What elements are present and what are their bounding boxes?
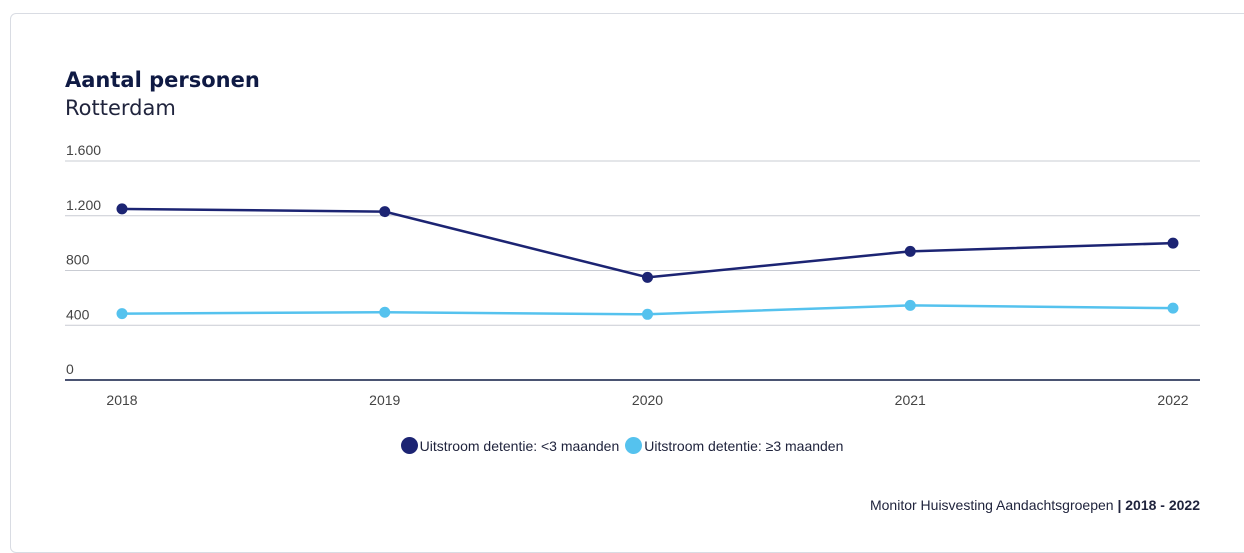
footer-period: 2018 - 2022	[1125, 497, 1200, 513]
y-tick-label: 800	[66, 252, 90, 268]
y-tick-label: 400	[66, 306, 90, 322]
footer-separator: |	[1117, 497, 1122, 513]
x-tick-label: 2019	[369, 392, 400, 408]
chart-card	[10, 13, 1244, 553]
legend-item-series-2[interactable]: Uitstroom detentie: ≥3 maanden	[625, 437, 843, 454]
data-point-series-1	[642, 271, 653, 283]
x-tick-label: 2020	[632, 392, 663, 408]
data-point-series-2	[642, 308, 653, 320]
x-tick-label: 2022	[1157, 392, 1188, 408]
data-point-series-2	[1167, 302, 1179, 314]
legend-label: Uitstroom detentie: <3 maanden	[419, 437, 620, 454]
data-point-series-2	[904, 299, 916, 311]
footer-source: Monitor Huisvesting Aandachtsgroepen	[869, 497, 1114, 513]
legend-label: Uitstroom detentie: ≥3 maanden	[644, 437, 844, 454]
x-tick-label: 2021	[895, 392, 926, 408]
chart-title: Aantal personen	[65, 68, 260, 92]
legend-item-series-1[interactable]: Uitstroom detentie: <3 maanden	[400, 437, 620, 454]
x-tick-label: 2018	[106, 392, 137, 408]
legend-swatch-dot-icon	[625, 437, 643, 454]
data-point-series-2	[116, 308, 128, 320]
chart-legend: Uitstroom detentie: <3 maanden Uitstroom…	[0, 437, 1244, 454]
line-chart: 0 400 800 1.200 1.600 2018 2019 2020 2021 2022	[65, 142, 1200, 408]
y-tick-label: 1.200	[66, 197, 101, 213]
data-point-series-1	[116, 203, 128, 215]
series-line-1	[121, 207, 1174, 279]
data-point-series-1	[1167, 237, 1179, 249]
y-tick-label: 0	[66, 361, 74, 377]
chart-subtitle: Rotterdam	[65, 96, 176, 120]
y-tick-label: 1.600	[66, 142, 101, 158]
data-point-series-1	[379, 206, 391, 218]
data-point-series-1	[904, 245, 916, 257]
source-footer: Monitor Huisvesting Aandachtsgroepen | 2…	[870, 497, 1200, 513]
data-point-series-2	[379, 306, 391, 318]
legend-swatch-dot-icon	[400, 437, 418, 454]
